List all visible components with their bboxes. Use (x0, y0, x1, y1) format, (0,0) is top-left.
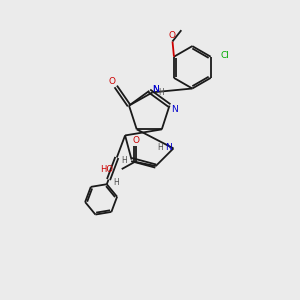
Text: O: O (132, 136, 139, 145)
Text: H: H (158, 88, 164, 98)
Text: N: N (152, 85, 159, 94)
Text: N: N (171, 105, 178, 114)
Text: H: H (113, 178, 119, 187)
Text: HO: HO (100, 166, 113, 175)
Text: O: O (168, 31, 175, 40)
Text: Cl: Cl (220, 51, 229, 60)
Text: N: N (165, 143, 172, 152)
Text: N: N (152, 85, 159, 94)
Text: H: H (157, 143, 163, 152)
Text: O: O (109, 76, 116, 85)
Text: H: H (122, 156, 128, 165)
